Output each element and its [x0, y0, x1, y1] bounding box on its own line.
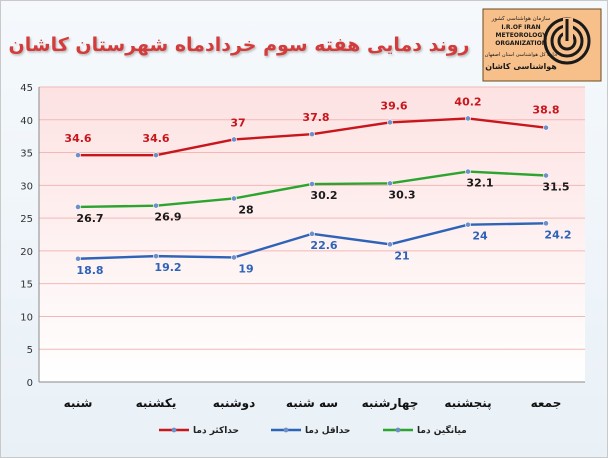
data-point-min — [465, 221, 471, 228]
data-point-avg — [465, 168, 471, 175]
x-tick-label: شنبه — [64, 396, 93, 410]
logo-text-fa-3: هواشناسی کاشان — [485, 62, 557, 71]
data-label-max: 38.8 — [532, 104, 559, 117]
data-point-avg — [543, 172, 549, 179]
data-label-avg: 30.3 — [388, 188, 415, 201]
logo-text-fa-2: اداره کل هواشناسی استان اصفهان — [485, 52, 558, 58]
axes: 0 5 10 15 20 25 30 35 40 45 شنبه یکشنبه دوشنبه سه شنب… — [20, 83, 585, 411]
data-point-max — [231, 136, 237, 143]
data-point-avg — [387, 180, 393, 187]
data-label-min: 19.2 — [154, 261, 181, 274]
x-tick-label: یکشنبه — [136, 396, 177, 410]
data-point-min — [231, 254, 237, 261]
legend-label-max: حداکثر دما — [193, 426, 239, 436]
data-point-avg — [309, 181, 315, 187]
data-label-min: 21 — [394, 249, 409, 262]
data-point-max — [543, 124, 549, 131]
y-tick-label: 40 — [20, 116, 33, 127]
data-point-avg — [231, 195, 237, 202]
data-point-min — [543, 220, 549, 227]
y-tick-label: 15 — [20, 280, 33, 291]
data-point-max — [387, 119, 393, 126]
data-point-min — [153, 253, 159, 260]
y-tick-label: 5 — [27, 345, 33, 356]
logo-text-en-2: METEOROLOGY — [496, 32, 548, 39]
data-label-avg: 31.5 — [542, 181, 569, 194]
y-tick-label: 30 — [20, 181, 33, 192]
data-label-avg: 26.9 — [154, 211, 181, 224]
data-point-avg — [153, 202, 159, 209]
data-label-min: 18.8 — [76, 264, 103, 277]
data-label-max: 37.8 — [302, 111, 329, 124]
data-point-avg — [75, 204, 81, 210]
data-label-min: 22.6 — [310, 239, 337, 252]
logo-text-en-3: ORGANIZATION — [495, 40, 547, 47]
data-label-min: 24.2 — [544, 228, 571, 241]
data-point-min — [309, 230, 315, 237]
data-point-max — [75, 152, 81, 159]
logo-text-en-1: I.R.OF IRAN — [501, 24, 540, 31]
legend-marker-min — [283, 427, 289, 433]
data-label-avg: 26.7 — [76, 212, 103, 225]
meteorological-spiral-logo-icon — [543, 17, 591, 65]
x-tick-label: پنجشنبه — [444, 396, 491, 410]
data-label-max: 39.6 — [380, 99, 407, 112]
x-tick-label: دوشنبه — [213, 396, 256, 411]
legend-marker-max — [171, 427, 177, 433]
x-tick-label: چهارشنبه — [362, 396, 419, 410]
legend-label-min: حداقل دما — [305, 426, 350, 436]
series — [75, 115, 549, 262]
data-point-max — [465, 115, 471, 122]
legend-label-avg: میانگین دما — [417, 424, 467, 436]
y-tick-label: 20 — [20, 247, 33, 258]
legend-marker-avg — [395, 427, 401, 433]
data-point-min — [75, 255, 81, 262]
x-tick-label: جمعه — [531, 396, 562, 410]
y-tick-label: 0 — [27, 378, 33, 389]
y-tick-label: 25 — [20, 214, 33, 225]
data-label-max: 34.6 — [142, 132, 169, 145]
data-labels: 34.6 34.6 37 37.8 39.6 40.2 38.8 18.8 19.2 19 22.6… — [64, 95, 571, 276]
logo-text-fa-1: سازمان هواشناسی کشور — [491, 15, 551, 22]
data-label-max: 37 — [230, 116, 245, 129]
y-tick-label: 10 — [20, 312, 33, 323]
x-tick-label: سه شنبه — [286, 396, 338, 410]
logo: سازمان هواشناسی کشور I.R.OF IRAN METEORO… — [482, 8, 602, 82]
data-label-avg: 30.2 — [310, 189, 337, 202]
data-point-min — [387, 241, 393, 248]
data-label-min: 19 — [238, 262, 253, 275]
data-label-max: 34.6 — [64, 132, 91, 145]
data-label-avg: 28 — [238, 203, 253, 216]
chart-title: روند دمایی هفته سوم خردادماه شهرستان کاش… — [9, 34, 470, 56]
data-label-max: 40.2 — [454, 95, 481, 108]
y-tick-label: 35 — [20, 149, 33, 160]
y-tick-label: 45 — [20, 83, 33, 94]
data-point-max — [153, 152, 159, 159]
legend: حداکثر دما حداقل دما میانگین دما — [159, 424, 467, 436]
data-point-max — [309, 131, 315, 138]
data-label-avg: 32.1 — [466, 177, 493, 190]
data-label-min: 24 — [472, 230, 488, 243]
